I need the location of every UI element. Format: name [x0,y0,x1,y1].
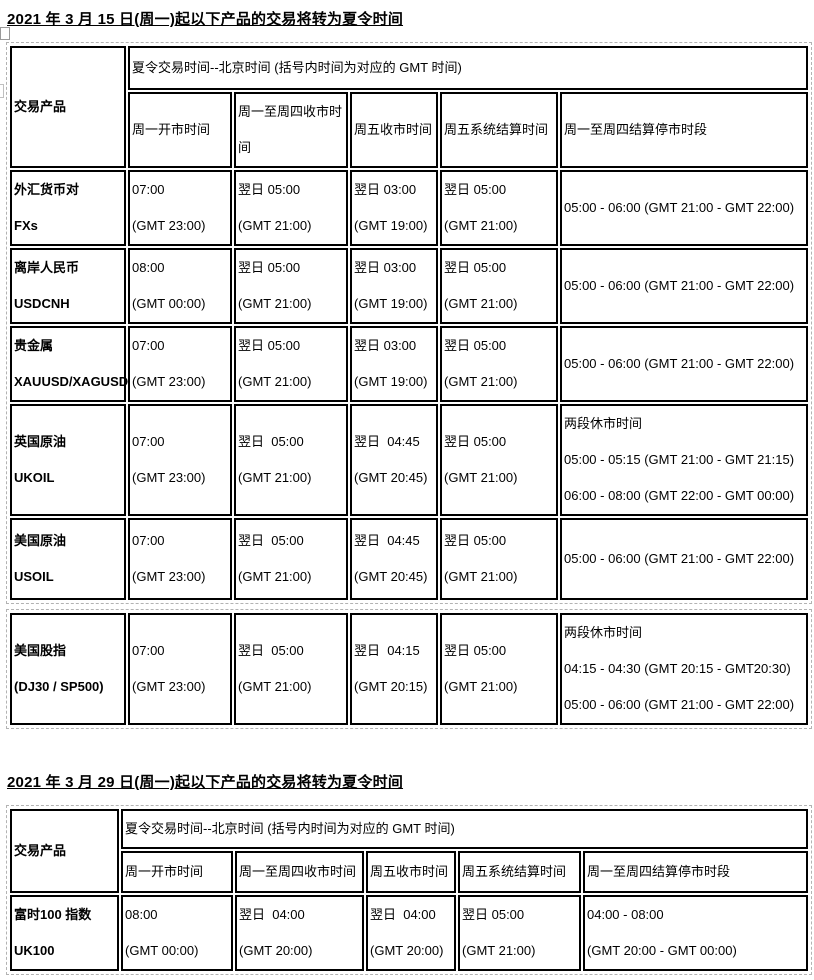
column-header: 周五系统结算时间 [458,851,581,893]
time-cell: 翌日 04:45 (GMT 20:45) [350,404,438,516]
time-cell: 07:00 (GMT 23:00) [128,404,232,516]
time-cell: 翌日 04:00 (GMT 20:00) [235,895,364,971]
paragraph-marker [0,84,4,98]
section-title: 2021 年 3 月 15 日(周一)起以下产品的交易将转为夏令时间 [7,11,404,28]
time-cell: 翌日 05:00 (GMT 21:00) [440,170,558,246]
time-cell: 05:00 - 06:00 (GMT 21:00 - GMT 22:00) [560,248,809,324]
corner-header-cell: 交易产品 [10,46,126,168]
table-row: 富时100 指数 UK100 08:00 (GMT 00:00) 翌日 04:00(… [10,895,809,971]
column-header: 周一至周四收市时间 [235,851,364,893]
time-cell: 08:00 (GMT 00:00) [128,248,232,324]
trading-hours-table-wrapper: 美国股指 (DJ30 / SP500) 07:00 (GMT 23:00) 翌日 0… [6,609,812,729]
corner-header-cell: 交易产品 [10,809,119,893]
time-cell: 翌日 05:00 (GMT 21:00) [234,170,348,246]
table-row: 外汇货币对 FXs 07:00 (GMT 23:00) 翌日 05:00 (GMT 2… [10,170,809,246]
table-row: 英国原油 UKOIL 07:00 (GMT 23:00) 翌日 05:00 (GMT … [10,404,809,516]
column-header: 周五系统结算时间 [440,92,558,168]
table-row: 贵金属 XAUUSD/XAGUSD 07:00 (GMT 23:00) 翌日 05:… [10,326,809,402]
time-cell: 翌日 05:00 (GMT 21:00) [234,613,348,725]
time-cell: 翌日 05:00 (GMT 21:00) [440,326,558,402]
section-title: 2021 年 3 月 29 日(周一)起以下产品的交易将转为夏令时间 [7,774,404,791]
merged-header-cell: 夏令交易时间--北京时间 (括号内时间为对应的 GMT 时间) [128,46,809,90]
table-header-row: 交易产品 夏令交易时间--北京时间 (括号内时间为对应的 GMT 时间) [10,809,809,893]
time-cell: 翌日 05:00 (GMT 21:00) [440,613,558,725]
column-header: 周五收市时间 [366,851,456,893]
time-cell: 07:00 (GMT 23:00) [128,170,232,246]
time-cell: 翌日 03:00 (GMT 19:00) [350,170,438,246]
time-cell: 04:00 - 08:00 (GMT 20:00 - GMT 00:00) [583,895,809,971]
time-cell: 翌日 05:00 (GMT 21:00) [458,895,581,971]
table-subheader-row: 周一开市时间 周一至周四收市时间 周五收市时间 周五系统结算时间 周一至周四结算… [10,92,809,168]
trading-hours-table-mar29: 交易产品 夏令交易时间--北京时间 (括号内时间为对应的 GMT 时间) 周一开… [8,807,810,973]
time-cell: 05:00 - 06:00 (GMT 21:00 - GMT 22:00) [560,518,809,600]
time-cell: 翌日 05:00 (GMT 21:00) [234,404,348,516]
product-cell: 外汇货币对 FXs [10,170,126,246]
time-cell: 翌日 04:45 (GMT 20:45) [350,518,438,600]
table-subheader-row: 周一开市时间 周一至周四收市时间 周五收市时间 周五系统结算时间 周一至周四结算… [10,851,809,893]
trading-hours-table-us-indices: 美国股指 (DJ30 / SP500) 07:00 (GMT 23:00) 翌日 0… [8,611,810,727]
time-cell: 翌日 05:00 (GMT 21:00) [234,248,348,324]
time-cell: 05:00 - 06:00 (GMT 21:00 - GMT 22:00) [560,170,809,246]
product-cell: 离岸人民币 USDCNH [10,248,126,324]
table-row: 美国原油 USOIL 07:00 (GMT 23:00) 翌日 05:00 (GMT … [10,518,809,600]
time-cell: 翌日 03:00 (GMT 19:00) [350,248,438,324]
table-row: 离岸人民币 USDCNH 08:00 (GMT 00:00) 翌日 05:00 (GM… [10,248,809,324]
column-header: 周一开市时间 [128,92,232,168]
time-cell: 翌日 04:15 (GMT 20:15) [350,613,438,725]
trading-hours-table-mar15: 交易产品 夏令交易时间--北京时间 (括号内时间为对应的 GMT 时间) 周一开… [8,44,810,602]
product-cell: 美国原油 USOIL [10,518,126,600]
time-cell: 05:00 - 06:00 (GMT 21:00 - GMT 22:00) [560,326,809,402]
time-cell: 两段休市时间 04:15 - 04:30 (GMT 20:15 - GMT20:3… [560,613,808,725]
paragraph-marker [0,27,10,40]
time-cell: 翌日 04:00 (GMT 20:00) [366,895,456,971]
merged-header-cell: 夏令交易时间--北京时间 (括号内时间为对应的 GMT 时间) [121,809,809,849]
time-cell: 08:00 (GMT 00:00) [121,895,233,971]
time-cell: 07:00 (GMT 23:00) [128,326,232,402]
time-cell: 翌日 05:00 (GMT 21:00) [234,518,348,600]
column-header: 周一至周四收市时间 [234,92,348,168]
product-cell: 英国原油 UKOIL [10,404,126,516]
time-cell: 07:00 (GMT 23:00) [128,518,232,600]
column-header: 周五收市时间 [350,92,438,168]
product-cell: 贵金属 XAUUSD/XAGUSD [10,326,128,402]
table-header-row: 交易产品 夏令交易时间--北京时间 (括号内时间为对应的 GMT 时间) [10,46,809,168]
time-cell: 翌日 03:00 (GMT 19:00) [350,326,438,402]
time-cell: 两段休市时间 05:00 - 05:15 (GMT 21:00 - GMT 21:… [560,404,809,516]
time-cell: 翌日 05:00 (GMT 21:00) [440,404,558,516]
trading-hours-table-wrapper: 交易产品 夏令交易时间--北京时间 (括号内时间为对应的 GMT 时间) 周一开… [6,805,812,975]
column-header: 周一至周四结算停市时段 [560,92,809,168]
column-header: 周一至周四结算停市时段 [583,851,809,893]
time-cell: 07:00 (GMT 23:00) [128,613,232,725]
product-cell: 富时100 指数 UK100 [10,895,119,971]
time-cell: 翌日 05:00 (GMT 21:00) [440,248,558,324]
product-cell: 美国股指 (DJ30 / SP500) [10,613,126,725]
time-cell: 翌日 05:00 (GMT 21:00) [234,326,348,402]
table-row: 美国股指 (DJ30 / SP500) 07:00 (GMT 23:00) 翌日 0… [10,613,808,725]
time-cell: 翌日 05:00 (GMT 21:00) [440,518,558,600]
trading-hours-table-wrapper: 交易产品 夏令交易时间--北京时间 (括号内时间为对应的 GMT 时间) 周一开… [6,42,812,604]
column-header: 周一开市时间 [121,851,233,893]
